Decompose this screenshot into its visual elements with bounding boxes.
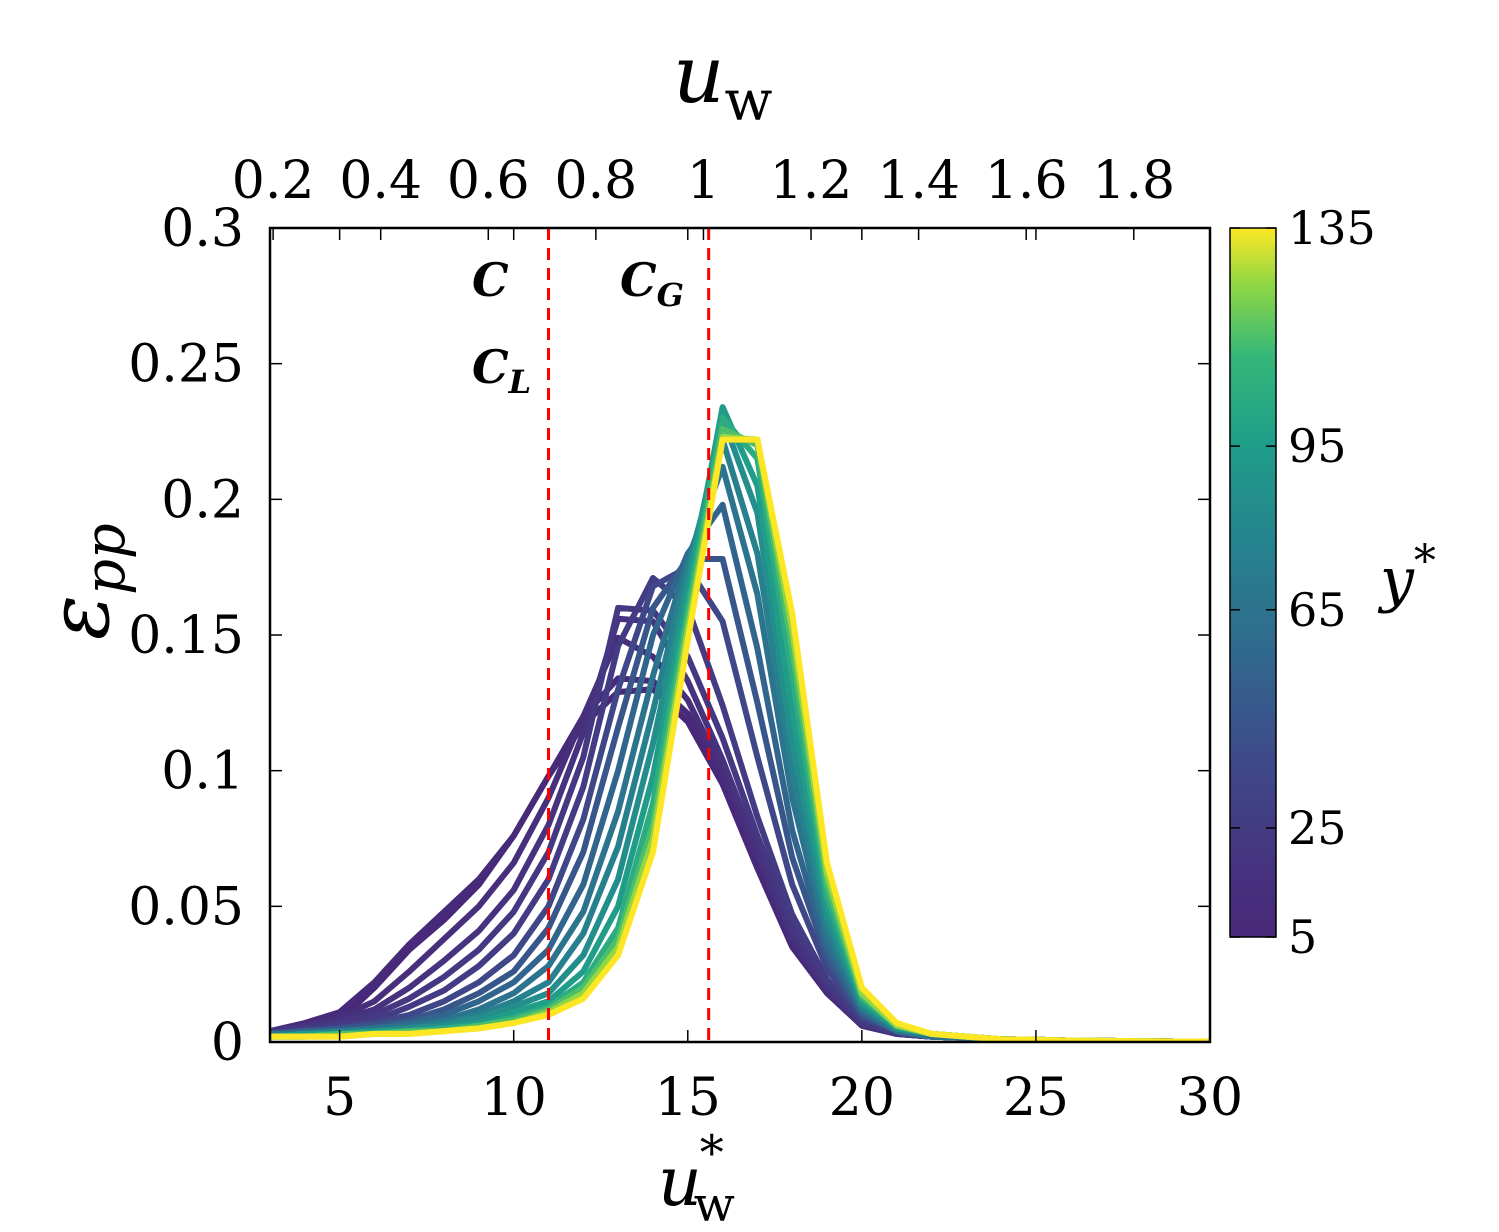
- x2-tick-label-6: 1.4: [877, 151, 960, 211]
- y-tick-label-5: 0.25: [128, 335, 244, 395]
- x-tick-label-4: 25: [1003, 1068, 1069, 1128]
- series-layer: [270, 404, 1210, 1042]
- colorbar-ticks: 5 25 65 95 135: [1230, 201, 1376, 964]
- colorbar-tick-label-4: 135: [1288, 201, 1376, 255]
- x2-tick-label-5: 1.2: [770, 151, 853, 211]
- x-tick-label-5: 30: [1177, 1068, 1243, 1128]
- x2-tick-label-7: 1.6: [985, 151, 1068, 211]
- vline-layer: [547, 228, 711, 1042]
- x-tick-label-1: 10: [481, 1068, 547, 1128]
- y-tick-label-0: 0: [211, 1013, 244, 1073]
- annotation-c-l: CL: [472, 340, 531, 401]
- annotation-group: C CL CG: [472, 253, 684, 401]
- x2-axis-title: uw: [673, 28, 773, 134]
- y-tick-label-2: 0.1: [161, 742, 244, 802]
- annotation-c: C: [472, 253, 509, 307]
- colorbar-tick-label-2: 65: [1288, 583, 1347, 637]
- x2-tick-label-0: 0.2: [232, 151, 315, 211]
- colorbar-title: y*: [1377, 536, 1436, 615]
- x2-tick-label-1: 0.4: [339, 151, 422, 211]
- colorbar-tick-label-0: 5: [1288, 910, 1317, 964]
- x2-tick-label-2: 0.6: [447, 151, 530, 211]
- x-tick-label-3: 20: [829, 1068, 895, 1128]
- colorbar-tick-label-3: 95: [1288, 419, 1347, 473]
- x2-tick-label-3: 0.8: [555, 151, 638, 211]
- y-tick-label-3: 0.15: [128, 606, 244, 666]
- colorbar: 5 25 65 95 135 y*: [1229, 201, 1436, 964]
- x-tick-label-2: 15: [655, 1068, 721, 1128]
- x2-tick-label-8: 1.8: [1092, 151, 1175, 211]
- x-axis-title: u* w: [658, 1125, 735, 1232]
- series-line-8: [270, 501, 1210, 1042]
- y-tick-label-1: 0.05: [128, 877, 244, 937]
- annotation-c-g: CG: [620, 253, 684, 314]
- x2-tick-label-4: 1: [687, 151, 720, 211]
- y-axis-title: εpp: [30, 523, 138, 640]
- y-tick-label-4: 0.2: [161, 470, 244, 530]
- series-line-16: [270, 436, 1210, 1042]
- colorbar-gradient: [1229, 227, 1277, 938]
- x-tick-label-0: 5: [323, 1068, 356, 1128]
- y-tick-label-6: 0.3: [161, 199, 244, 259]
- colorbar-tick-label-1: 25: [1288, 801, 1347, 855]
